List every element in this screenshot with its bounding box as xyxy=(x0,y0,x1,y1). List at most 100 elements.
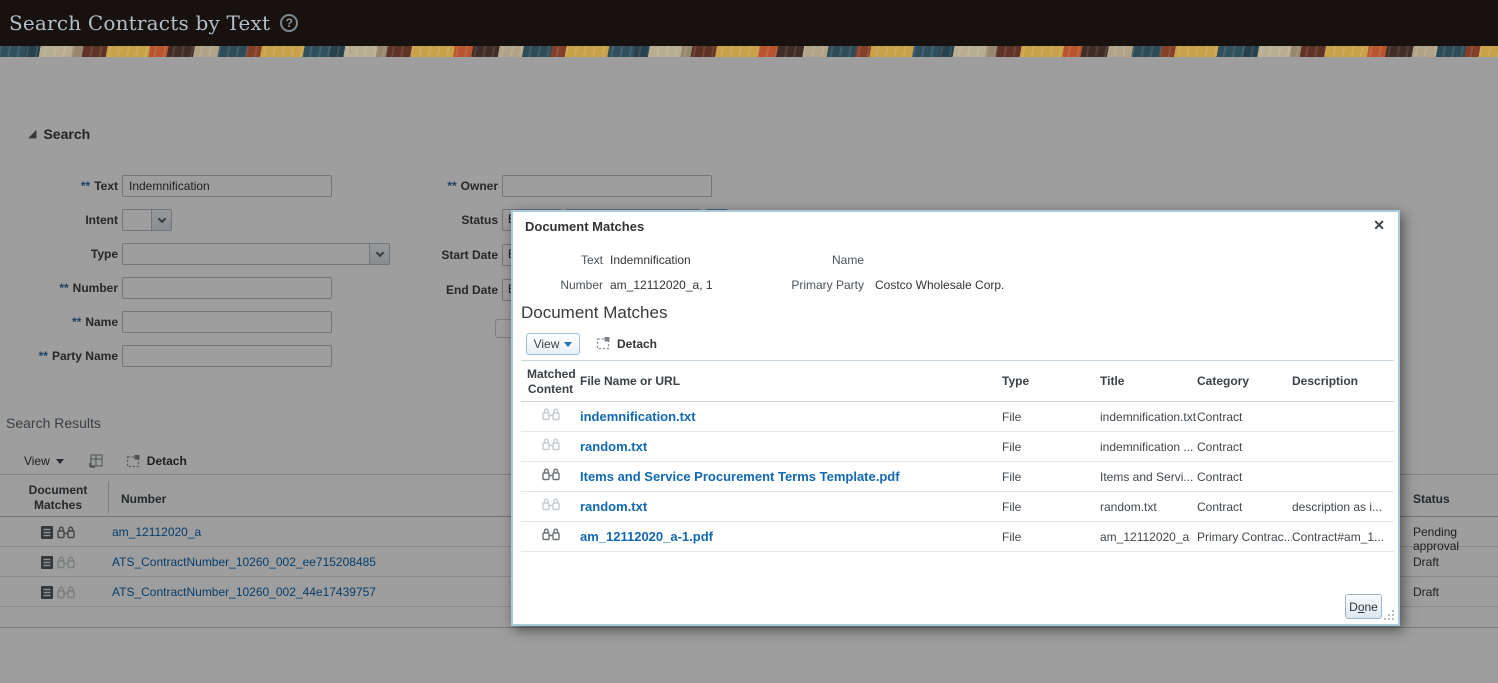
dialog-text-label: Text xyxy=(580,253,603,267)
resize-grip-icon[interactable] xyxy=(1383,609,1395,621)
description-cell: Contract#am_1... xyxy=(1292,529,1385,544)
decorative-banner xyxy=(0,46,1498,57)
detach-icon xyxy=(126,454,140,467)
menu-arrow-icon xyxy=(564,342,573,347)
freeze-icon[interactable] xyxy=(88,453,104,469)
binoculars-icon xyxy=(541,468,560,480)
dialog-table: Matched Content File Name or URL Type Ti… xyxy=(521,362,1394,552)
chevron-down-icon[interactable] xyxy=(151,210,171,230)
results-detach-button[interactable]: Detach xyxy=(126,454,187,469)
dialog-text-value: Indemnification xyxy=(610,253,691,267)
file-link[interactable]: Items and Service Procurement Terms Temp… xyxy=(580,468,900,484)
intent-select[interactable] xyxy=(122,209,172,231)
column-divider[interactable] xyxy=(108,481,109,513)
number-label: ** Number xyxy=(59,281,118,295)
table-row[interactable]: indemnification.txt File indemnification… xyxy=(521,402,1394,432)
file-link[interactable]: random.txt xyxy=(580,498,648,514)
category-cell: Contract xyxy=(1197,439,1243,454)
chevron-down-icon[interactable] xyxy=(369,244,389,264)
search-section-header[interactable]: ◢ Search xyxy=(28,126,90,142)
dialog-section-title: Document Matches xyxy=(521,303,668,322)
status-value: Draft xyxy=(1413,585,1440,599)
document-icon xyxy=(41,586,53,599)
table-row[interactable]: am_12112020_a-1.pdf File am_12112020_a P… xyxy=(521,522,1394,552)
binoculars-icon xyxy=(541,498,560,510)
party-name-label: ** Party Name xyxy=(38,349,118,363)
dialog-table-header: Matched Content File Name or URL Type Ti… xyxy=(521,362,1394,402)
done-button[interactable]: Done xyxy=(1345,594,1382,619)
search-section-title: Search xyxy=(43,126,91,142)
intent-label: Intent xyxy=(85,213,118,227)
name-label: ** Name xyxy=(71,315,118,329)
binoculars-icon xyxy=(57,526,75,539)
type-cell: File xyxy=(1002,529,1022,544)
detach-icon xyxy=(596,337,610,350)
title-cell: random.txt xyxy=(1100,499,1157,514)
column-header-category[interactable]: Category xyxy=(1197,374,1250,388)
column-header-number[interactable]: Number xyxy=(121,492,167,506)
text-input[interactable] xyxy=(122,175,332,197)
status-value: Draft xyxy=(1413,555,1440,569)
type-label: Type xyxy=(90,247,118,261)
party-name-input[interactable] xyxy=(122,345,332,367)
table-row[interactable]: random.txt File random.txt Contract desc… xyxy=(521,492,1394,522)
table-row[interactable]: Items and Service Procurement Terms Temp… xyxy=(521,462,1394,492)
dialog-primary-party-value: Costco Wholesale Corp. xyxy=(875,278,1005,292)
dialog-title: Document Matches xyxy=(525,219,645,234)
column-header-type[interactable]: Type xyxy=(1002,374,1030,388)
dialog-toolbar-separator xyxy=(521,360,1394,361)
dialog-primary-party-label: Primary Party xyxy=(791,278,864,292)
description-cell: description as i... xyxy=(1292,499,1383,514)
binoculars-icon xyxy=(57,556,75,569)
end-date-label: End Date xyxy=(445,283,498,297)
column-header-status[interactable]: Status xyxy=(1413,492,1450,506)
type-select[interactable] xyxy=(122,243,390,265)
category-cell: Contract xyxy=(1197,409,1243,424)
binoculars-icon xyxy=(57,586,75,599)
column-header-document-matches[interactable]: Document Matches xyxy=(28,483,88,512)
help-icon[interactable]: ? xyxy=(280,14,299,32)
type-cell: File xyxy=(1002,409,1022,424)
document-matches-dialog: Document Matches ✕ Text Indemnification … xyxy=(511,210,1400,626)
status-value: Pending approval xyxy=(1413,525,1460,553)
owner-label: ** Owner xyxy=(447,179,498,193)
dialog-detach-button[interactable]: Detach xyxy=(596,336,657,351)
column-header-description[interactable]: Description xyxy=(1292,374,1359,388)
contract-number-link[interactable]: ATS_ContractNumber_10260_002_ee715208485 xyxy=(112,555,376,569)
owner-input[interactable] xyxy=(502,175,712,197)
dialog-view-menu[interactable]: View xyxy=(526,333,580,355)
number-input[interactable] xyxy=(122,277,332,299)
search-results-title: Search Results xyxy=(6,415,101,431)
table-row[interactable]: random.txt File indemnification ... Cont… xyxy=(521,432,1394,462)
binoculars-icon xyxy=(541,438,560,450)
dialog-number-value: am_12112020_a, 1 xyxy=(610,278,713,292)
type-cell: File xyxy=(1002,499,1022,514)
file-link[interactable]: am_12112020_a-1.pdf xyxy=(580,528,713,544)
category-cell: Contract xyxy=(1197,469,1243,484)
column-header-title[interactable]: Title xyxy=(1100,374,1125,388)
file-link[interactable]: random.txt xyxy=(580,438,648,454)
document-icon xyxy=(41,556,53,569)
column-header-matched-content[interactable]: Matched Content xyxy=(527,366,576,396)
column-header-file-name[interactable]: File Name or URL xyxy=(580,374,681,388)
file-link[interactable]: indemnification.txt xyxy=(580,408,696,424)
category-cell: Contract xyxy=(1197,499,1243,514)
type-cell: File xyxy=(1002,469,1022,484)
contract-number-link[interactable]: ATS_ContractNumber_10260_002_44e17439757 xyxy=(112,585,376,599)
close-icon[interactable]: ✕ xyxy=(1373,217,1385,233)
binoculars-icon xyxy=(541,528,560,540)
results-toolbar: View Detach xyxy=(24,449,187,473)
menu-arrow-icon xyxy=(55,459,64,464)
dialog-name-label: Name xyxy=(831,253,864,267)
results-view-menu[interactable]: View xyxy=(24,454,64,468)
title-cell: Items and Servi... xyxy=(1100,469,1194,484)
table-bottom-border xyxy=(0,627,1498,628)
type-cell: File xyxy=(1002,439,1022,454)
collapse-icon: ◢ xyxy=(28,127,37,140)
category-cell: Primary Contrac... xyxy=(1197,529,1292,544)
text-label: ** Text xyxy=(80,179,118,193)
name-input[interactable] xyxy=(122,311,332,333)
start-date-label: Start Date xyxy=(441,248,498,262)
contract-number-link[interactable]: am_12112020_a xyxy=(112,525,202,539)
